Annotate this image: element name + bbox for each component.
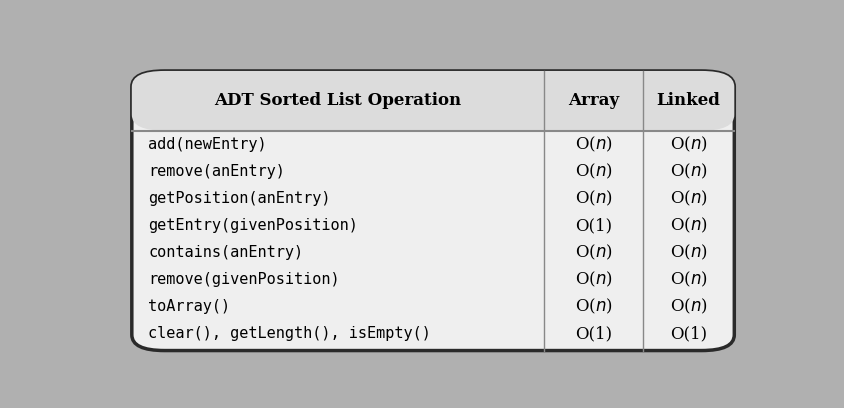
Text: Linked: Linked [656,92,720,109]
Text: O($n$): O($n$) [574,135,612,154]
Text: O($n$): O($n$) [574,189,612,208]
Text: remove(anEntry): remove(anEntry) [148,164,284,179]
Text: toArray(): toArray() [148,299,230,314]
Text: getPosition(anEntry): getPosition(anEntry) [148,191,330,206]
Text: remove(givenPosition): remove(givenPosition) [148,272,339,287]
Text: O($n$): O($n$) [668,162,706,181]
Text: getEntry(givenPosition): getEntry(givenPosition) [148,218,358,233]
Text: O(1): O(1) [574,325,611,342]
Text: O($n$): O($n$) [668,216,706,235]
Text: O($n$): O($n$) [668,189,706,208]
Text: ADT Sorted List Operation: ADT Sorted List Operation [214,92,461,109]
FancyBboxPatch shape [132,71,733,350]
Text: O($n$): O($n$) [574,270,612,289]
Text: add(newEntry): add(newEntry) [148,137,267,152]
Text: O($n$): O($n$) [668,135,706,154]
Text: O($n$): O($n$) [574,162,612,181]
Text: O($n$): O($n$) [668,297,706,316]
Text: O($n$): O($n$) [574,243,612,262]
Text: O($n$): O($n$) [574,297,612,316]
FancyBboxPatch shape [132,71,733,131]
Text: O($n$): O($n$) [668,243,706,262]
Text: clear(), getLength(), isEmpty(): clear(), getLength(), isEmpty() [148,326,430,341]
Text: O(1): O(1) [669,325,706,342]
Text: contains(anEntry): contains(anEntry) [148,245,303,260]
Text: Array: Array [567,92,619,109]
Text: O($n$): O($n$) [668,270,706,289]
Text: O(1): O(1) [574,217,611,234]
